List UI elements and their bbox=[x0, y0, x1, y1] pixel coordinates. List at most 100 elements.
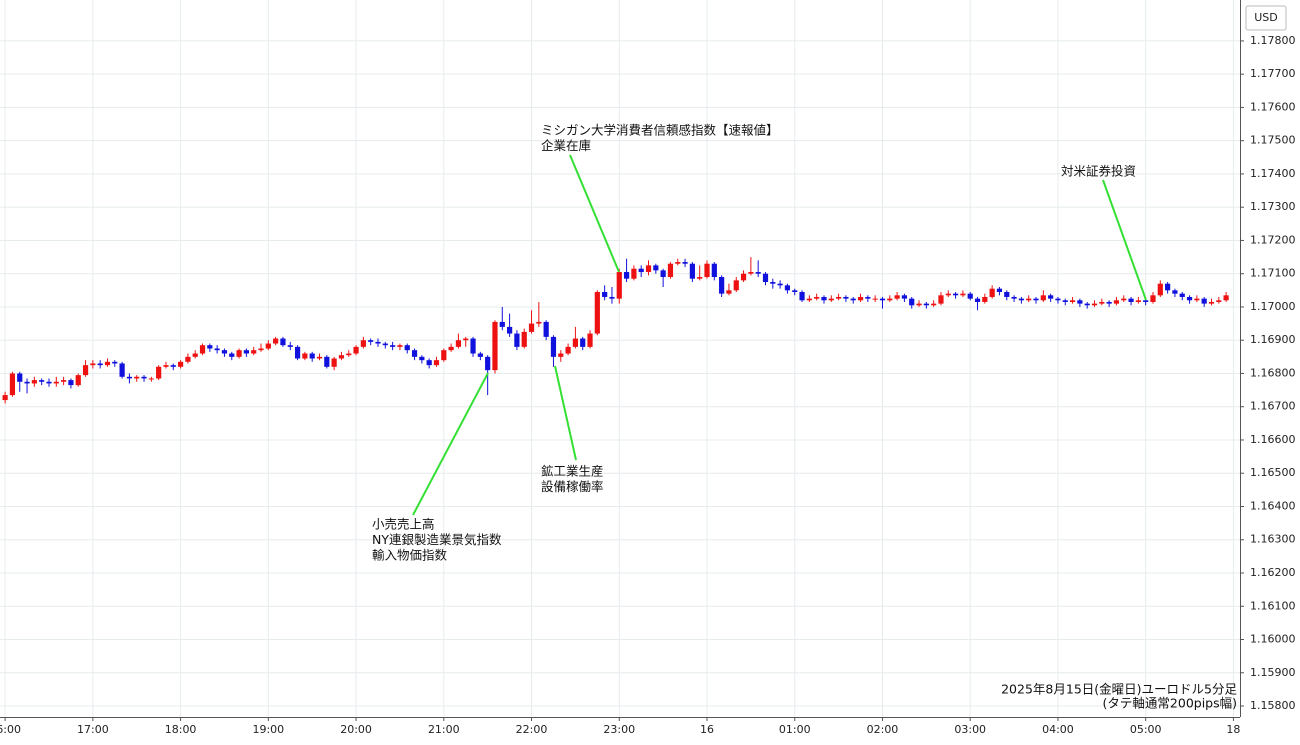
candle-body bbox=[360, 340, 366, 347]
candle-body bbox=[762, 273, 769, 283]
footer-line: (タテ軸通常200pips幅) bbox=[1103, 696, 1237, 711]
candle-body bbox=[1018, 298, 1024, 301]
candle-body bbox=[1201, 298, 1207, 304]
annotation-text: ミシガン大学消費者信頼感指数【速報値】 bbox=[541, 123, 779, 138]
candle-body bbox=[506, 326, 513, 334]
x-tick-label: 20:00 bbox=[340, 723, 372, 736]
candle-body bbox=[901, 295, 908, 299]
candle-body bbox=[865, 296, 871, 299]
candle-body bbox=[770, 282, 776, 284]
y-tick-label: 1.17200 bbox=[1250, 233, 1296, 246]
candle-body bbox=[338, 355, 345, 359]
candle-body bbox=[1069, 300, 1076, 302]
candle-body bbox=[316, 356, 323, 359]
candle-body bbox=[1208, 301, 1215, 304]
candle-body bbox=[967, 293, 973, 299]
y-tick-label: 1.17300 bbox=[1250, 200, 1296, 213]
candle-body bbox=[1040, 295, 1046, 301]
y-tick-label: 1.17800 bbox=[1250, 34, 1296, 47]
candle-body bbox=[989, 288, 995, 297]
candle-body bbox=[90, 363, 96, 366]
candle-body bbox=[104, 361, 111, 366]
candle-body bbox=[221, 350, 228, 354]
candle-body bbox=[1091, 303, 1098, 306]
candle-body bbox=[207, 345, 213, 349]
candle-body bbox=[375, 341, 381, 344]
candle-body bbox=[243, 350, 249, 354]
candle-body bbox=[280, 338, 286, 346]
candle-body bbox=[945, 293, 951, 296]
candle-body bbox=[916, 303, 922, 306]
candle-body bbox=[755, 272, 761, 274]
candle-body bbox=[799, 291, 805, 301]
candle-body bbox=[740, 273, 747, 281]
y-tick-label: 1.16600 bbox=[1250, 433, 1296, 446]
candle-body bbox=[192, 353, 198, 357]
y-tick-label: 1.15800 bbox=[1250, 699, 1296, 712]
candle-body bbox=[792, 290, 798, 292]
candle-body bbox=[1186, 296, 1193, 301]
candle-body bbox=[1033, 298, 1039, 301]
x-tick-label: 22:00 bbox=[516, 723, 548, 736]
y-tick-label: 1.16900 bbox=[1250, 333, 1296, 346]
candle-body bbox=[1128, 298, 1134, 302]
candle-body bbox=[455, 340, 462, 347]
candle-body bbox=[602, 291, 608, 297]
candle-body bbox=[382, 343, 388, 346]
candle-body bbox=[938, 295, 944, 304]
candle-body bbox=[441, 350, 447, 361]
candle-body bbox=[653, 265, 659, 271]
candle-body bbox=[594, 291, 600, 334]
candle-body bbox=[572, 338, 579, 347]
annotation-text: NY連銀製造業景気指数 bbox=[372, 532, 502, 547]
candle-body bbox=[806, 298, 812, 301]
x-tick-label: 19:00 bbox=[252, 723, 284, 736]
candle-body bbox=[1194, 298, 1200, 301]
x-tick-label: 18:00 bbox=[165, 723, 197, 736]
y-tick-label: 1.16800 bbox=[1250, 366, 1296, 379]
candle-body bbox=[931, 303, 937, 306]
candle-body bbox=[1055, 298, 1061, 301]
candle-body bbox=[996, 288, 1003, 292]
x-tick-label: 03:00 bbox=[954, 723, 986, 736]
candle-body bbox=[923, 303, 929, 306]
x-tick-label: 01:00 bbox=[779, 723, 811, 736]
candle-body bbox=[236, 350, 242, 357]
candle-body bbox=[463, 338, 469, 341]
candle-body bbox=[411, 350, 418, 357]
annotation-text: 企業在庫 bbox=[541, 138, 591, 153]
candle-body bbox=[645, 265, 652, 273]
candle-body bbox=[843, 296, 849, 299]
currency-box bbox=[1245, 5, 1287, 31]
candle-body bbox=[960, 293, 966, 296]
candle-body bbox=[24, 381, 30, 384]
candle-body bbox=[609, 296, 615, 299]
candle-body bbox=[1150, 295, 1156, 302]
candle-body bbox=[1011, 296, 1017, 299]
candle-body bbox=[974, 298, 981, 302]
candle-body bbox=[251, 350, 257, 354]
candle-body bbox=[894, 295, 900, 299]
candle-body bbox=[112, 361, 118, 364]
candle-body bbox=[470, 338, 476, 354]
annotation-line bbox=[554, 365, 577, 461]
annotation-text: 対米証券投資 bbox=[1061, 164, 1136, 179]
x-tick-label: 02:00 bbox=[867, 723, 899, 736]
y-tick-label: 1.15900 bbox=[1250, 666, 1296, 679]
candle-body bbox=[331, 358, 337, 367]
candle-body bbox=[1062, 300, 1068, 302]
candle-body bbox=[733, 280, 739, 291]
candle-body bbox=[850, 298, 856, 301]
candle-body bbox=[667, 263, 674, 278]
x-tick-label: 21:00 bbox=[428, 723, 460, 736]
y-tick-label: 1.16700 bbox=[1250, 400, 1296, 413]
candle-body bbox=[887, 298, 893, 301]
candle-body bbox=[580, 338, 586, 347]
candle-body bbox=[638, 268, 644, 273]
candle-body bbox=[134, 376, 140, 379]
candle-body bbox=[302, 353, 308, 359]
annotation-text: 輸入物価指数 bbox=[372, 548, 448, 563]
candle-body bbox=[1179, 293, 1185, 297]
candle-body bbox=[587, 333, 593, 347]
